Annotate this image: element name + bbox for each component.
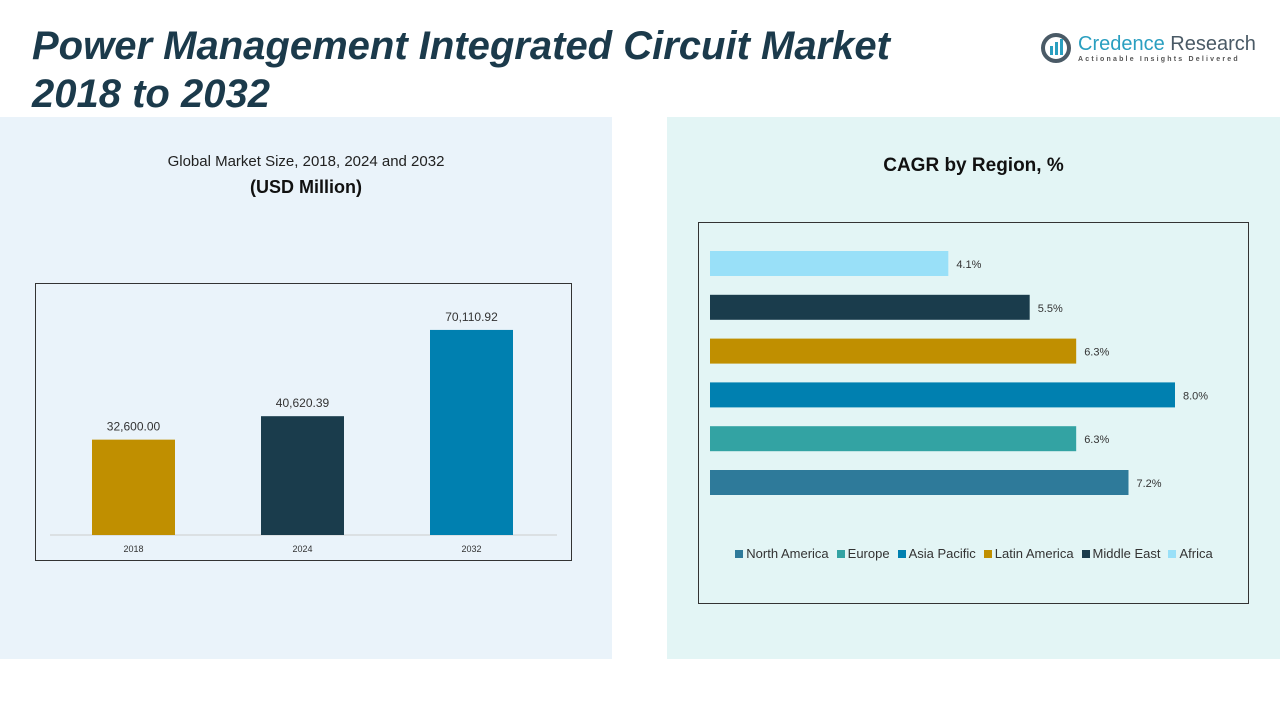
data-label: 7.2% xyxy=(1137,478,1162,490)
x-tick-label: 2032 xyxy=(461,544,481,554)
logo: Credence Research Actionable Insights Del… xyxy=(1040,32,1256,64)
legend-label: Europe xyxy=(847,546,890,561)
bar-middle-east xyxy=(710,294,1030,320)
legend-item: North America xyxy=(735,546,829,561)
legend-label: Africa xyxy=(1179,546,1213,561)
legend-item: Middle East xyxy=(1081,546,1161,561)
legend-label: Asia Pacific xyxy=(908,546,976,561)
bar-latin-america xyxy=(710,338,1077,364)
market-size-unit: (USD Million) xyxy=(250,177,362,197)
bar-2024 xyxy=(261,416,344,535)
legend-swatch xyxy=(1081,550,1090,558)
data-label: 40,620.39 xyxy=(276,396,330,410)
legend-swatch xyxy=(983,550,992,558)
data-label: 4.1% xyxy=(956,259,981,271)
cagr-chart-frame xyxy=(698,222,1249,604)
legend-swatch xyxy=(897,550,906,558)
bar-asia-pacific xyxy=(710,382,1175,408)
cagr-title: CAGR by Region, % xyxy=(883,155,1064,176)
market-size-chart-frame xyxy=(35,283,572,561)
x-tick-label: 2024 xyxy=(292,544,312,554)
legend-item: Europe xyxy=(836,546,890,561)
legend-item: Asia Pacific xyxy=(897,546,976,561)
market-size-title: Global Market Size, 2018, 2024 and 2032 xyxy=(167,153,445,170)
legend-label: Middle East xyxy=(1092,546,1161,561)
bar-2032 xyxy=(430,329,513,535)
data-label: 70,110.92 xyxy=(445,310,498,324)
data-label: 32,600.00 xyxy=(107,420,161,434)
legend-item: Africa xyxy=(1168,546,1213,561)
legend-label: North America xyxy=(746,546,829,561)
bar-2018 xyxy=(92,439,175,535)
logo-icon xyxy=(1041,33,1071,63)
legend-swatch xyxy=(735,550,744,558)
data-label: 6.3% xyxy=(1084,347,1109,359)
cagr-legend: North America Europe Asia Pacific Latin Ame… xyxy=(700,546,1248,561)
bar-europe xyxy=(710,426,1077,452)
data-label: 6.3% xyxy=(1084,434,1109,446)
legend-label: Latin America xyxy=(994,546,1074,561)
legend-item: Latin America xyxy=(983,546,1074,561)
bar-africa xyxy=(710,251,949,276)
bar-north-america xyxy=(710,470,1129,495)
x-tick-label: 2018 xyxy=(123,544,143,554)
data-label: 8.0% xyxy=(1183,390,1208,402)
data-label: 5.5% xyxy=(1038,303,1063,315)
page-title: Power Management Integrated Circuit Mark… xyxy=(32,24,890,116)
legend-swatch xyxy=(836,550,845,558)
legend-swatch xyxy=(1168,550,1177,558)
